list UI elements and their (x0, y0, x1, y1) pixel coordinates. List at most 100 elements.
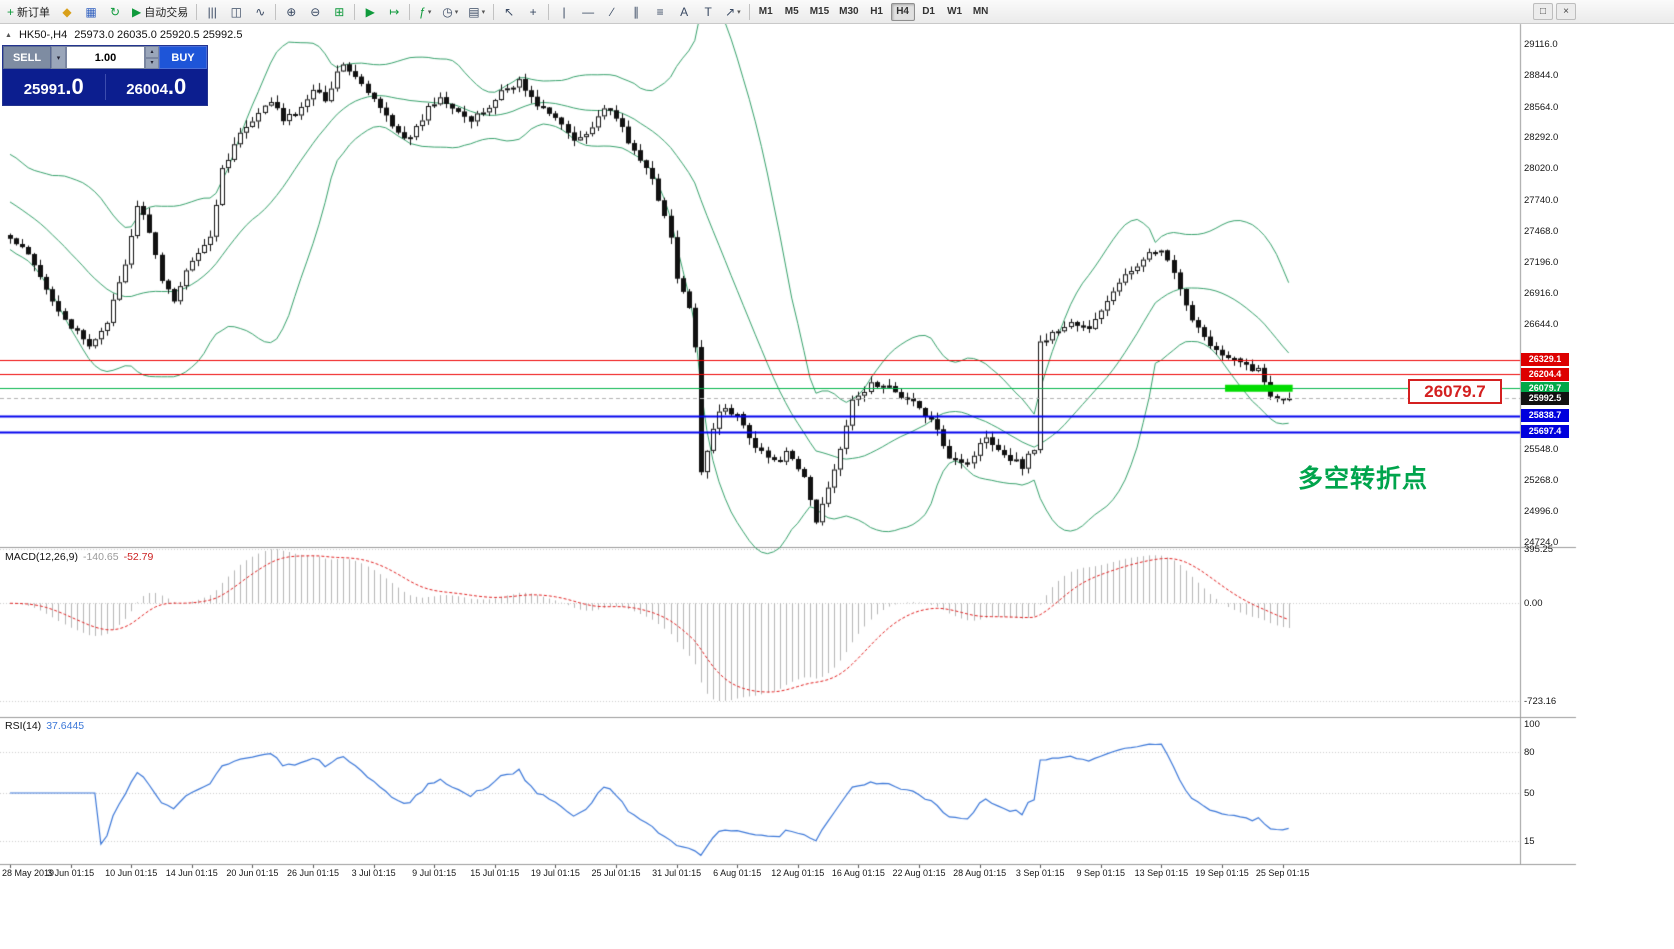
new-order-button[interactable]: + 新订单 (3, 2, 54, 22)
zoom-in-button[interactable]: ⊕ (280, 2, 302, 22)
candlestick-mode-button[interactable]: ◫ (225, 2, 247, 22)
price-level-tag: 25838.7 (1521, 409, 1569, 423)
time-axis-label: 14 Jun 01:15 (165, 868, 218, 878)
toolbar-separator (493, 3, 495, 20)
price-axis-label: 27740.0 (1524, 194, 1559, 206)
channel-tool-button[interactable]: ∥ (625, 2, 647, 22)
text-icon: A (680, 4, 689, 19)
crosshair-tool-button[interactable]: + (522, 2, 544, 22)
label-tool-button[interactable]: T (697, 2, 719, 22)
horizontal-line-tool-button[interactable]: — (577, 2, 599, 22)
market-watch-icon: ▦ (85, 4, 97, 19)
one-click-collapse-icon[interactable]: ▲ (5, 31, 12, 39)
new-chart-button[interactable]: ◆ (56, 2, 78, 22)
zoom-out-button[interactable]: ⊖ (304, 2, 326, 22)
trendline-tool-button[interactable]: ∕ (601, 2, 623, 22)
restore-window-button[interactable]: □ (1533, 3, 1553, 20)
timeframe-m5-button[interactable]: M5 (780, 3, 804, 21)
templates-button[interactable]: ▤ ▾ (464, 2, 489, 22)
timeframe-d1-button[interactable]: D1 (917, 3, 941, 21)
sell-price-display[interactable]: 25991.0 (3, 74, 105, 100)
trendline-icon: ∕ (611, 4, 614, 19)
close-window-button[interactable]: × (1556, 3, 1576, 20)
timeframe-w1-button[interactable]: W1 (943, 3, 967, 21)
zoom-out-icon: ⊖ (310, 4, 321, 19)
timeframe-m15-button[interactable]: M15 (806, 3, 833, 21)
time-axis-label: 19 Jul 01:15 (530, 868, 580, 878)
buy-price-main: 26004 (126, 81, 168, 98)
buy-price-frac: .0 (167, 74, 187, 99)
caret-down-icon: ▾ (454, 8, 459, 16)
price-callout[interactable]: 26079.7 (1408, 379, 1502, 404)
sell-price-frac: .0 (65, 74, 84, 99)
time-axis-label: 19 Sep 01:15 (1195, 868, 1249, 878)
timeframe-m30-button[interactable]: M30 (835, 3, 862, 21)
price-axis-label: 27468.0 (1524, 225, 1559, 237)
time-axis-label: 15 Jul 01:15 (470, 868, 520, 878)
arrows-tool-button[interactable]: ↗ ▾ (721, 2, 745, 22)
market-watch-button[interactable]: ▦ (80, 2, 102, 22)
bar-chart-mode-button[interactable]: ||| (201, 2, 223, 22)
template-icon: ▤ (468, 4, 480, 19)
clock-icon: ◷ (442, 4, 453, 19)
time-axis-label: 25 Sep 01:15 (1255, 868, 1310, 878)
time-axis-label: 28 Aug 01:15 (953, 868, 1007, 878)
time-axis-label: 9 Jul 01:15 (412, 868, 457, 878)
price-axis-label: 26916.0 (1524, 288, 1559, 300)
volume-dropdown-button[interactable]: ▾ (51, 46, 66, 69)
refresh-charts-button[interactable]: ↻ (104, 2, 126, 22)
tile-windows-button[interactable]: ⊞ (328, 2, 350, 22)
auto-trading-button[interactable]: ▶ 自动交易 (128, 2, 192, 22)
price-axis-label: 28020.0 (1524, 163, 1559, 175)
fibonacci-tool-button[interactable]: ≡ (649, 2, 671, 22)
volume-input[interactable] (66, 46, 145, 69)
time-axis-label: 6 Aug 01:15 (713, 868, 762, 878)
toolbar-separator (409, 3, 411, 20)
fibonacci-icon: ≡ (656, 4, 664, 19)
periods-button[interactable]: ◷ ▾ (438, 2, 462, 22)
cursor-icon: ↖ (504, 4, 515, 19)
macd-signal-value: -52.79 (123, 551, 154, 563)
auto-scroll-button[interactable]: ▶ (359, 2, 381, 22)
auto-scroll-icon: ▶ (365, 4, 375, 19)
new-order-label: 新订单 (17, 6, 51, 19)
price-axis-label: 27196.0 (1524, 256, 1559, 268)
chart-annotation[interactable]: 多空转折点 (1298, 465, 1429, 493)
caret-down-icon: ▾ (737, 8, 741, 16)
vertical-line-tool-button[interactable]: | (553, 2, 575, 22)
time-axis-label: 10 Jun 01:15 (105, 868, 158, 878)
timeframe-m1-button[interactable]: M1 (754, 3, 778, 21)
rsi-axis-label: 80 (1524, 746, 1535, 758)
zoom-in-icon: ⊕ (286, 4, 297, 19)
time-axis-label: 22 Aug 01:15 (892, 868, 946, 878)
timeframe-h4-button[interactable]: H4 (890, 2, 915, 21)
volume-up-button[interactable]: ▴ (145, 46, 159, 58)
indicators-list-button[interactable]: ƒ ▾ (414, 2, 436, 22)
chart-shift-icon: ↦ (389, 4, 400, 19)
rsi-header: RSI(14) 37.6445 (5, 720, 84, 732)
toolbar-separator (275, 3, 277, 20)
buy-button[interactable]: BUY (159, 46, 207, 69)
time-axis-label: 3 Sep 01:15 (1015, 868, 1065, 878)
price-axis-label: 25268.0 (1524, 475, 1559, 487)
line-chart-mode-button[interactable]: ∿ (249, 2, 271, 22)
candlestick-icon: ◫ (230, 4, 242, 19)
buy-price-display[interactable]: 26004.0 (106, 74, 208, 100)
timeframe-h1-button[interactable]: H1 (865, 3, 889, 21)
time-axis-label: 28 May 2019 (2, 868, 55, 878)
vertical-line-icon: | (562, 4, 566, 19)
time-axis-label: 3 Jun 01:15 (47, 868, 95, 878)
timeframe-mn-button[interactable]: MN (969, 3, 993, 21)
text-tool-button[interactable]: A (673, 2, 695, 22)
chart-shift-button[interactable]: ↦ (383, 2, 405, 22)
time-axis-label: 13 Sep 01:15 (1134, 868, 1189, 878)
channel-icon: ∥ (633, 4, 640, 19)
cursor-tool-button[interactable]: ↖ (498, 2, 520, 22)
sell-button[interactable]: SELL (3, 46, 51, 69)
volume-down-button[interactable]: ▾ (145, 57, 159, 69)
price-level-tag: 26329.1 (1521, 353, 1569, 367)
label-icon: T (704, 4, 712, 19)
